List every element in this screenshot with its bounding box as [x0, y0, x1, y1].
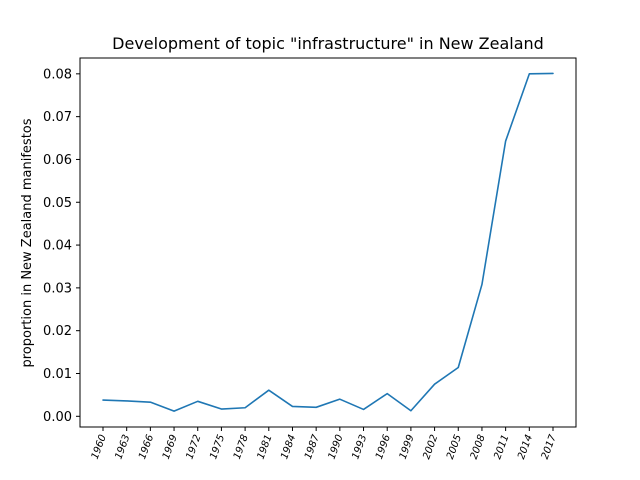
x-tick-label: 1981: [256, 433, 275, 461]
y-axis-ticks: 0.00 0.01 0.02 0.03 0.04 0.05 0.06 0.07 0.08: [43, 67, 80, 425]
x-tick-label: 1984: [279, 433, 298, 461]
chart-title: Development of topic "infrastructure" in…: [112, 34, 544, 53]
x-tick-label: 1975: [208, 433, 227, 461]
y-tick-label: 0.04: [43, 239, 72, 254]
x-tick-label: 1966: [137, 433, 156, 461]
x-tick-label: 1993: [350, 433, 369, 461]
y-axis-label: proportion in New Zealand manifestos: [20, 118, 35, 367]
y-tick-label: 0.03: [43, 281, 72, 296]
x-tick-label: 2014: [516, 433, 535, 461]
x-tick-label: 2011: [492, 433, 511, 461]
y-tick-label: 0.02: [43, 324, 72, 339]
x-tick-label: 1990: [327, 433, 346, 461]
x-tick-label: 2002: [421, 433, 440, 461]
x-tick-label: 1969: [161, 433, 180, 461]
x-tick-label: 1999: [398, 433, 417, 461]
y-tick-label: 0.07: [43, 110, 72, 125]
x-tick-label: 2008: [469, 433, 488, 461]
x-tick-label: 1978: [232, 433, 251, 461]
x-tick-label: 1960: [90, 433, 109, 461]
y-tick-label: 0.01: [43, 367, 72, 382]
x-tick-label: 2017: [540, 433, 559, 461]
series-line: [102, 72, 554, 412]
plot-frame: [79, 57, 577, 428]
y-tick-label: 0.08: [43, 67, 72, 82]
x-tick-label: 1987: [303, 433, 322, 461]
x-tick-label: 1972: [185, 433, 204, 461]
x-tick-label: 1963: [113, 433, 132, 461]
x-axis-ticks: 1960 1963 1966 1969 1972 1975 1978 1981 1984 1987…: [90, 427, 559, 461]
y-tick-label: 0.05: [43, 196, 72, 211]
x-tick-label: 1996: [374, 433, 393, 461]
y-tick-label: 0.06: [43, 153, 72, 168]
x-tick-label: 2005: [445, 433, 464, 461]
y-tick-label: 0.00: [43, 410, 72, 425]
